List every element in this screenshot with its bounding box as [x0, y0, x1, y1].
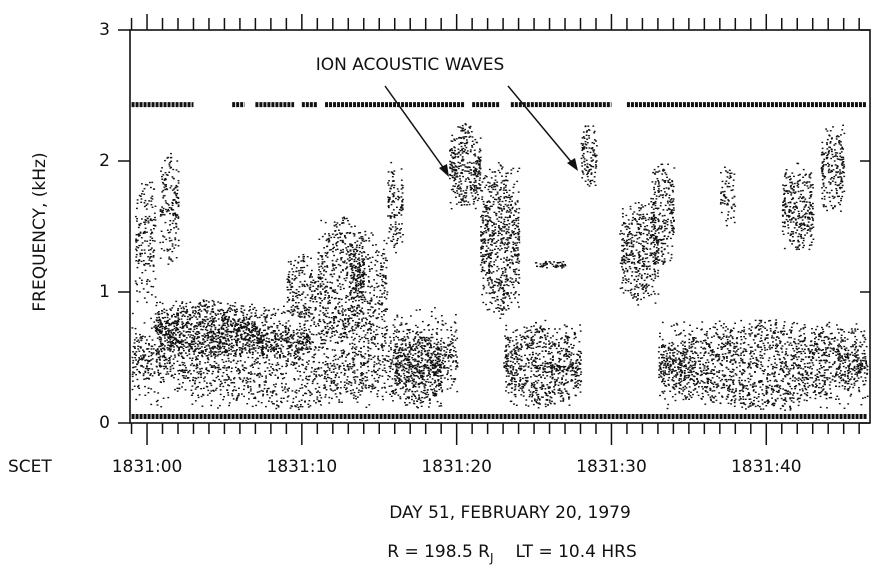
x-tick-label: 1831:10 — [267, 457, 338, 477]
subtitle: DAY 51, FEBRUARY 20, 1979 — [389, 503, 631, 523]
emission-region — [255, 325, 312, 359]
emission-region — [534, 364, 575, 372]
footnote: R = 198.5 RJ LT = 10.4 HRS — [387, 542, 637, 565]
y-tick-label: 2 — [99, 151, 110, 171]
emission-region — [534, 260, 567, 269]
y-tick-label: 0 — [99, 413, 110, 433]
emission-region — [394, 331, 443, 409]
x-axis-title: SCET — [8, 457, 52, 477]
arrowhead — [567, 158, 578, 171]
annotation: ION ACOUSTIC WAVES — [316, 55, 505, 75]
emission-region — [650, 163, 676, 265]
emission-region — [286, 254, 319, 319]
x-tick-label: 1831:20 — [421, 457, 492, 477]
emission-region — [781, 162, 815, 251]
x-tick-label: 1831:40 — [731, 457, 802, 477]
emission-region — [348, 230, 389, 330]
x-tick-label: 1831:30 — [576, 457, 647, 477]
emission-region — [503, 319, 583, 409]
arrow — [507, 85, 574, 165]
emission-region — [159, 152, 180, 265]
footnote-subscript: J — [489, 551, 494, 565]
emission-region — [449, 123, 482, 210]
emission-region — [131, 305, 459, 411]
y-tick-label: 1 — [99, 282, 110, 302]
emission-region — [619, 202, 660, 306]
y-tick-label: 3 — [99, 20, 110, 40]
emission-region — [479, 162, 521, 319]
emission-region — [820, 124, 846, 212]
plot-frame — [129, 29, 871, 424]
emission-region — [580, 125, 598, 187]
footnote-right: LT = 10.4 HRS — [516, 542, 637, 562]
y-axis-label: FREQUENCY, (kHz) — [30, 152, 50, 311]
emission-region — [317, 216, 366, 343]
emission-region — [719, 166, 737, 227]
arrowhead — [439, 164, 449, 177]
emission-region — [657, 319, 869, 411]
arrow — [384, 85, 446, 171]
emission-region — [387, 161, 404, 254]
footnote-left: R = 198.5 R — [387, 542, 490, 562]
x-tick-label: 1831:00 — [112, 457, 183, 477]
emission-region — [154, 299, 257, 358]
emission-region — [134, 181, 157, 304]
annotation-arrows — [384, 85, 578, 177]
